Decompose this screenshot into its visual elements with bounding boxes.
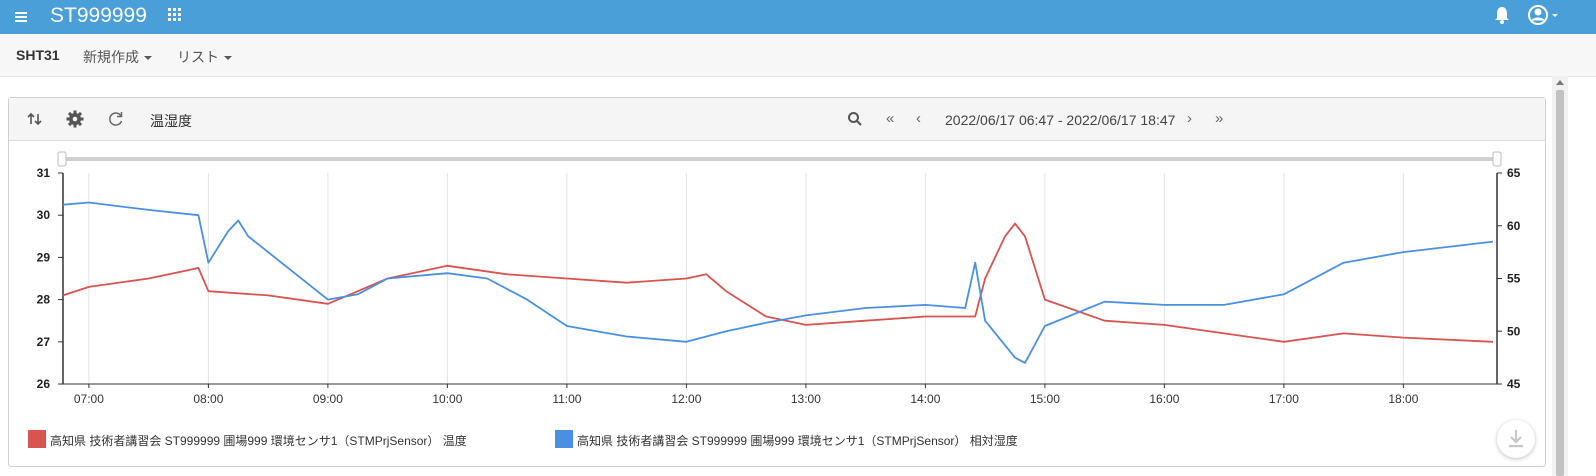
refresh-icon[interactable] bbox=[107, 110, 125, 128]
caret-down-icon bbox=[224, 56, 232, 61]
range-slider-track[interactable] bbox=[64, 157, 1498, 161]
menu-new[interactable]: 新規作成 bbox=[83, 47, 152, 67]
user-account-icon[interactable] bbox=[1527, 3, 1563, 27]
x-tick-label: 10:00 bbox=[432, 392, 462, 406]
swap-axes-icon[interactable] bbox=[26, 110, 44, 128]
menu-icon[interactable] bbox=[14, 6, 32, 28]
menu-list-label: リスト bbox=[177, 49, 219, 65]
date-range[interactable]: 2022/06/17 06:47 - 2022/06/17 18:47 bbox=[945, 112, 1176, 128]
menu-list[interactable]: リスト bbox=[177, 47, 232, 67]
series-humidity-line[interactable] bbox=[62, 201, 1494, 364]
legend-label-humidity: 高知県 技術者講習会 ST999999 圃場999 環境センサ1（STMPrjS… bbox=[577, 434, 1018, 448]
series-temperature-line[interactable] bbox=[62, 222, 1494, 343]
prev-page-button[interactable]: ‹ bbox=[916, 110, 921, 127]
x-tick-label: 07:00 bbox=[74, 392, 104, 406]
legend-swatch-temperature bbox=[28, 430, 46, 448]
sub-navbar: SHT31 新規作成 リスト bbox=[0, 34, 1596, 77]
download-button[interactable] bbox=[1497, 420, 1535, 458]
x-tick-label: 14:00 bbox=[910, 392, 940, 406]
range-slider[interactable] bbox=[57, 151, 1502, 167]
y-left-tick-label: 30 bbox=[37, 208, 51, 222]
chart-toolbar: 温湿度 « ‹ 2022/06/17 06:47 - 2022/06/17 18… bbox=[9, 98, 1545, 141]
range-slider-right-handle[interactable] bbox=[1492, 151, 1502, 167]
y-right-tick-label: 55 bbox=[1507, 272, 1521, 286]
legend-label-temperature: 高知県 技術者講習会 ST999999 圃場999 環境センサ1（STMPrjS… bbox=[50, 434, 467, 448]
app-title[interactable]: ST999999 bbox=[50, 4, 147, 27]
device-name[interactable]: SHT31 bbox=[16, 47, 60, 63]
x-tick-label: 12:00 bbox=[671, 392, 701, 406]
x-tick-label: 18:00 bbox=[1388, 392, 1418, 406]
x-tick-label: 15:00 bbox=[1030, 392, 1060, 406]
scrollbar-thumb[interactable] bbox=[1556, 90, 1564, 476]
y-left-tick-label: 27 bbox=[37, 335, 51, 349]
y-right-tick-label: 45 bbox=[1507, 377, 1521, 391]
gear-icon[interactable] bbox=[66, 110, 84, 128]
first-page-button[interactable]: « bbox=[886, 110, 895, 127]
x-tick-label: 09:00 bbox=[313, 392, 343, 406]
x-tick-label: 08:00 bbox=[193, 392, 223, 406]
search-icon[interactable] bbox=[846, 110, 864, 128]
y-left-tick-label: 28 bbox=[37, 293, 51, 307]
x-tick-label: 11:00 bbox=[552, 392, 581, 406]
x-tick-label: 17:00 bbox=[1269, 392, 1299, 406]
next-page-button[interactable]: › bbox=[1187, 110, 1192, 127]
y-right-tick-label: 65 bbox=[1507, 166, 1521, 180]
download-icon bbox=[1509, 430, 1523, 448]
page-scrollbar[interactable] bbox=[1552, 76, 1568, 476]
y-right-tick-label: 50 bbox=[1507, 324, 1521, 338]
legend-swatch-humidity bbox=[555, 430, 573, 448]
last-page-button[interactable]: » bbox=[1215, 110, 1224, 127]
x-tick-label: 13:00 bbox=[791, 392, 821, 406]
chart-title: 温湿度 bbox=[150, 113, 192, 129]
x-tick-label: 16:00 bbox=[1149, 392, 1179, 406]
top-navbar: ST999999 bbox=[0, 0, 1596, 34]
caret-down-icon bbox=[144, 56, 152, 61]
y-right-tick-label: 60 bbox=[1507, 219, 1521, 233]
y-left-tick-label: 31 bbox=[37, 166, 51, 180]
y-left-tick-label: 26 bbox=[37, 377, 51, 391]
menu-new-label: 新規作成 bbox=[83, 49, 139, 65]
scroll-up-icon[interactable] bbox=[1556, 80, 1564, 85]
range-slider-left-handle[interactable] bbox=[57, 151, 67, 167]
apps-grid-icon[interactable] bbox=[167, 7, 183, 23]
bell-icon[interactable] bbox=[1493, 5, 1511, 25]
y-left-tick-label: 29 bbox=[37, 250, 51, 264]
